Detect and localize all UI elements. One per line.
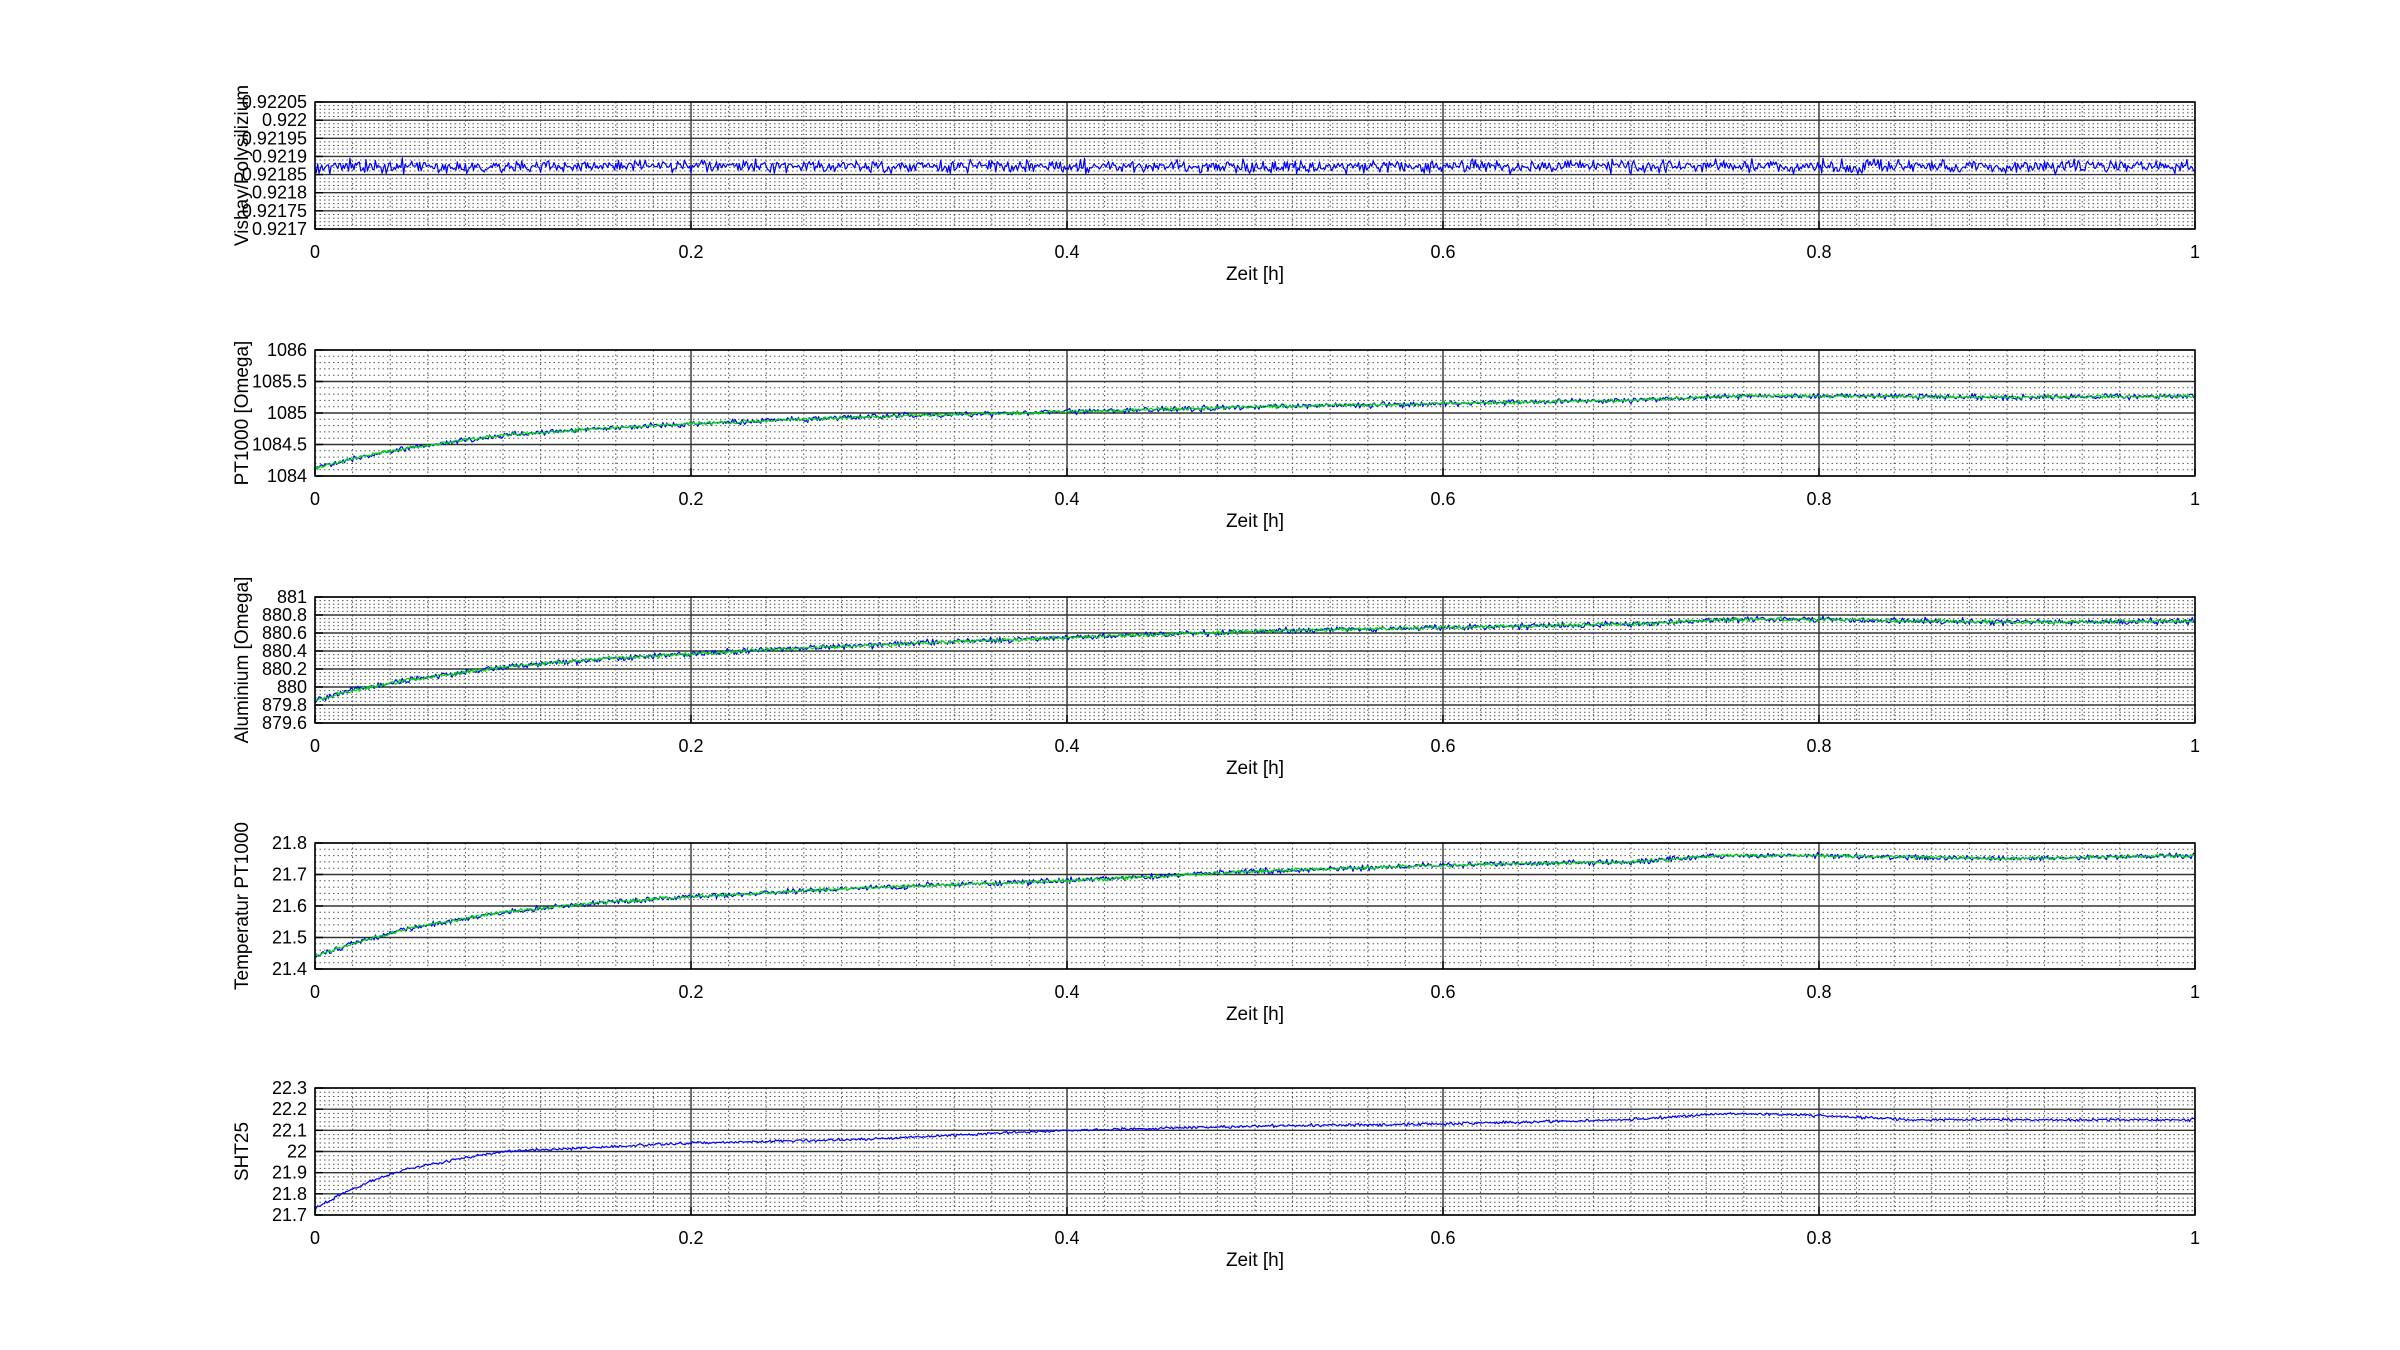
chart-panel-2: 0 0.2 0.4 0.6 0.8 1 1084 1084.5 1085 1085.5 1086 Ze… xyxy=(232,340,2200,532)
chart-panel-4: 0 0.2 0.4 0.6 0.8 1 21.4 21.5 21.6 21.7 21.8 Zeit [… xyxy=(232,822,2200,1025)
y-tick-label: 0.9217 xyxy=(252,219,307,239)
y-tick-label: 880.4 xyxy=(262,641,307,661)
x-tick-label: 1 xyxy=(2190,489,2200,509)
x-tick-label: 0 xyxy=(310,242,320,262)
x-tick-label: 0.4 xyxy=(1054,1228,1079,1248)
x-tick-label: 0 xyxy=(310,489,320,509)
y-tick-label: 21.8 xyxy=(272,833,307,853)
x-tick-label: 1 xyxy=(2190,1228,2200,1248)
x-tick-label: 0 xyxy=(310,1228,320,1248)
y-tick-label: 21.5 xyxy=(272,928,307,948)
x-axis-label: Zeit [h] xyxy=(1226,758,1284,779)
y-tick-label: 0.9218 xyxy=(252,183,307,203)
series-line-2 xyxy=(315,393,2195,471)
x-tick-label: 0.2 xyxy=(678,242,703,262)
y-tick-label: 0.92195 xyxy=(242,128,307,148)
y-tick-label: 21.8 xyxy=(272,1184,307,1204)
x-axis-label: Zeit [h] xyxy=(1226,1004,1284,1025)
y-tick-label: 1086 xyxy=(267,340,307,360)
y-axis-label: Temperatur PT1000 xyxy=(232,822,253,990)
y-tick-label: 879.8 xyxy=(262,695,307,715)
series-line-2 xyxy=(315,853,2195,957)
y-tick-label: 21.4 xyxy=(272,959,307,979)
y-axis-label: SHT25 xyxy=(232,1122,253,1181)
y-tick-label: 21.7 xyxy=(272,865,307,885)
x-axis-label: Zeit [h] xyxy=(1226,1250,1284,1271)
x-tick-label: 0.4 xyxy=(1054,982,1079,1002)
y-tick-label: 21.7 xyxy=(272,1205,307,1225)
y-axis-label: Aluminium [Omega] xyxy=(232,577,253,744)
y-tick-label: 1085 xyxy=(267,403,307,423)
grid-lines xyxy=(315,350,2195,476)
y-tick-label: 0.9219 xyxy=(252,146,307,166)
x-tick-label: 0.4 xyxy=(1054,242,1079,262)
series-line-2 xyxy=(315,616,2195,702)
x-tick-label: 0.6 xyxy=(1430,1228,1455,1248)
x-tick-label: 0.2 xyxy=(678,736,703,756)
x-tick-label: 0.8 xyxy=(1806,1228,1831,1248)
y-tick-label: 0.922 xyxy=(262,110,307,130)
x-tick-label: 0.4 xyxy=(1054,489,1079,509)
chart-panel-5: 0 0.2 0.4 0.6 0.8 1 21.721.821.92222.122.222.3… xyxy=(232,1078,2200,1271)
chart-panel-1: 0 0.2 0.4 0.6 0.8 1 0.92170.921750.92180.92185… xyxy=(232,85,2200,285)
axes-box xyxy=(314,596,2196,724)
x-tick-label: 0.2 xyxy=(678,982,703,1002)
y-tick-label: 880.2 xyxy=(262,659,307,679)
x-tick-label: 0 xyxy=(310,736,320,756)
x-tick-label: 0.8 xyxy=(1806,489,1831,509)
series-line-1 xyxy=(315,157,2195,176)
x-tick-label: 0.6 xyxy=(1430,242,1455,262)
y-axis-label: PT1000 [Omega] xyxy=(232,341,253,486)
x-tick-label: 1 xyxy=(2190,242,2200,262)
x-axis-label: Zeit [h] xyxy=(1226,264,1284,285)
y-tick-label: 880.8 xyxy=(262,605,307,625)
axes-box xyxy=(314,101,2196,230)
y-tick-label: 0.92185 xyxy=(242,165,307,185)
y-tick-label: 21.9 xyxy=(272,1163,307,1183)
y-tick-label: 881 xyxy=(277,587,307,607)
y-tick-label: 0.92205 xyxy=(242,92,307,112)
x-tick-label: 0.8 xyxy=(1806,982,1831,1002)
x-tick-label: 0.6 xyxy=(1430,982,1455,1002)
x-tick-label: 0.2 xyxy=(678,489,703,509)
y-tick-label: 0.92175 xyxy=(242,201,307,221)
series-line-1 xyxy=(315,851,2195,958)
series-line-1 xyxy=(315,1112,2195,1211)
y-tick-label: 880.6 xyxy=(262,623,307,643)
x-tick-label: 0.4 xyxy=(1054,736,1079,756)
y-tick-label: 879.6 xyxy=(262,713,307,733)
x-tick-label: 0.6 xyxy=(1430,736,1455,756)
y-tick-label: 22.2 xyxy=(272,1099,307,1119)
y-tick-label: 1085.5 xyxy=(252,372,307,392)
x-tick-label: 0 xyxy=(310,982,320,1002)
x-tick-label: 1 xyxy=(2190,982,2200,1002)
y-axis-label: Vishay/Polysilizium xyxy=(232,85,253,246)
x-tick-label: 0.8 xyxy=(1806,736,1831,756)
y-tick-label: 22 xyxy=(287,1142,307,1162)
x-tick-label: 0.6 xyxy=(1430,489,1455,509)
x-tick-label: 0.8 xyxy=(1806,242,1831,262)
y-tick-label: 1084 xyxy=(267,466,307,486)
y-tick-label: 880 xyxy=(277,677,307,697)
x-axis-label: Zeit [h] xyxy=(1226,511,1284,532)
y-tick-label: 22.1 xyxy=(272,1120,307,1140)
chart-panel-3: 0 0.2 0.4 0.6 0.8 1879.6879.8880880.2880.4880… xyxy=(232,577,2200,779)
y-tick-label: 21.6 xyxy=(272,896,307,916)
x-tick-label: 1 xyxy=(2190,736,2200,756)
x-tick-label: 0.2 xyxy=(678,1228,703,1248)
y-tick-label: 1084.5 xyxy=(252,435,307,455)
y-tick-label: 22.3 xyxy=(272,1078,307,1098)
